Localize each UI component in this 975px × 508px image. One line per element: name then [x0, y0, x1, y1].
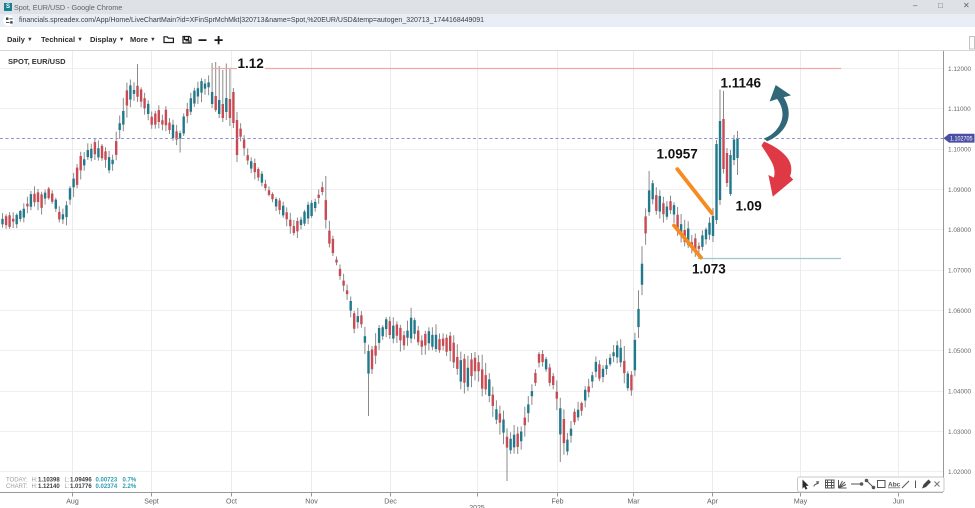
- svg-text:0.7%: 0.7%: [123, 478, 137, 484]
- svg-text:2025: 2025: [469, 505, 485, 508]
- svg-text:2.2%: 2.2%: [123, 484, 137, 490]
- svg-text:1.12: 1.12: [238, 56, 264, 71]
- svg-text:1.09496: 1.09496: [70, 478, 92, 484]
- svg-text:Apr: Apr: [707, 499, 719, 506]
- svg-text:1.10000: 1.10000: [948, 147, 972, 154]
- svg-text:Nov: Nov: [305, 499, 318, 506]
- svg-text:L:: L:: [65, 478, 70, 484]
- svg-text:1.01776: 1.01776: [70, 484, 92, 490]
- svg-text:Feb: Feb: [551, 499, 563, 506]
- svg-text:1.08000: 1.08000: [948, 227, 972, 234]
- svg-text:1.0957: 1.0957: [657, 147, 698, 162]
- svg-text:1.102705: 1.102705: [950, 137, 973, 143]
- svg-text:1.06000: 1.06000: [948, 308, 972, 315]
- svg-text:1.03000: 1.03000: [948, 429, 972, 436]
- svg-text:Sept: Sept: [144, 499, 158, 506]
- svg-text:Jun: Jun: [893, 499, 904, 506]
- svg-text:1.09: 1.09: [736, 199, 762, 214]
- svg-text:H:: H:: [32, 478, 38, 484]
- svg-text:1.04000: 1.04000: [948, 388, 972, 395]
- svg-text:Mar: Mar: [627, 499, 640, 506]
- svg-text:0.02374: 0.02374: [96, 484, 118, 490]
- svg-text:1.05000: 1.05000: [948, 348, 972, 355]
- svg-text:L:: L:: [65, 484, 70, 490]
- svg-text:1.02000: 1.02000: [948, 469, 972, 476]
- svg-text:Aug: Aug: [66, 499, 79, 506]
- svg-text:1.11000: 1.11000: [948, 106, 971, 113]
- svg-text:CHART:: CHART:: [6, 484, 28, 490]
- svg-text:Dec: Dec: [384, 499, 397, 506]
- svg-text:1.09000: 1.09000: [948, 187, 972, 194]
- svg-text:1.073: 1.073: [692, 262, 726, 277]
- svg-text:Abc: Abc: [888, 482, 901, 489]
- svg-text:May: May: [794, 499, 808, 506]
- svg-text:0.00723: 0.00723: [96, 478, 118, 484]
- svg-text:SPOT, EUR/USD: SPOT, EUR/USD: [8, 57, 66, 66]
- svg-text:TODAY:: TODAY:: [6, 478, 28, 484]
- svg-text:1.12000: 1.12000: [948, 66, 972, 73]
- svg-text:H:: H:: [32, 484, 38, 490]
- svg-text:1.1146: 1.1146: [721, 76, 762, 91]
- svg-text:1.07000: 1.07000: [948, 267, 972, 274]
- svg-text:1.12140: 1.12140: [38, 484, 60, 490]
- svg-text:1.10398: 1.10398: [38, 478, 60, 484]
- svg-text:Oct: Oct: [226, 499, 237, 506]
